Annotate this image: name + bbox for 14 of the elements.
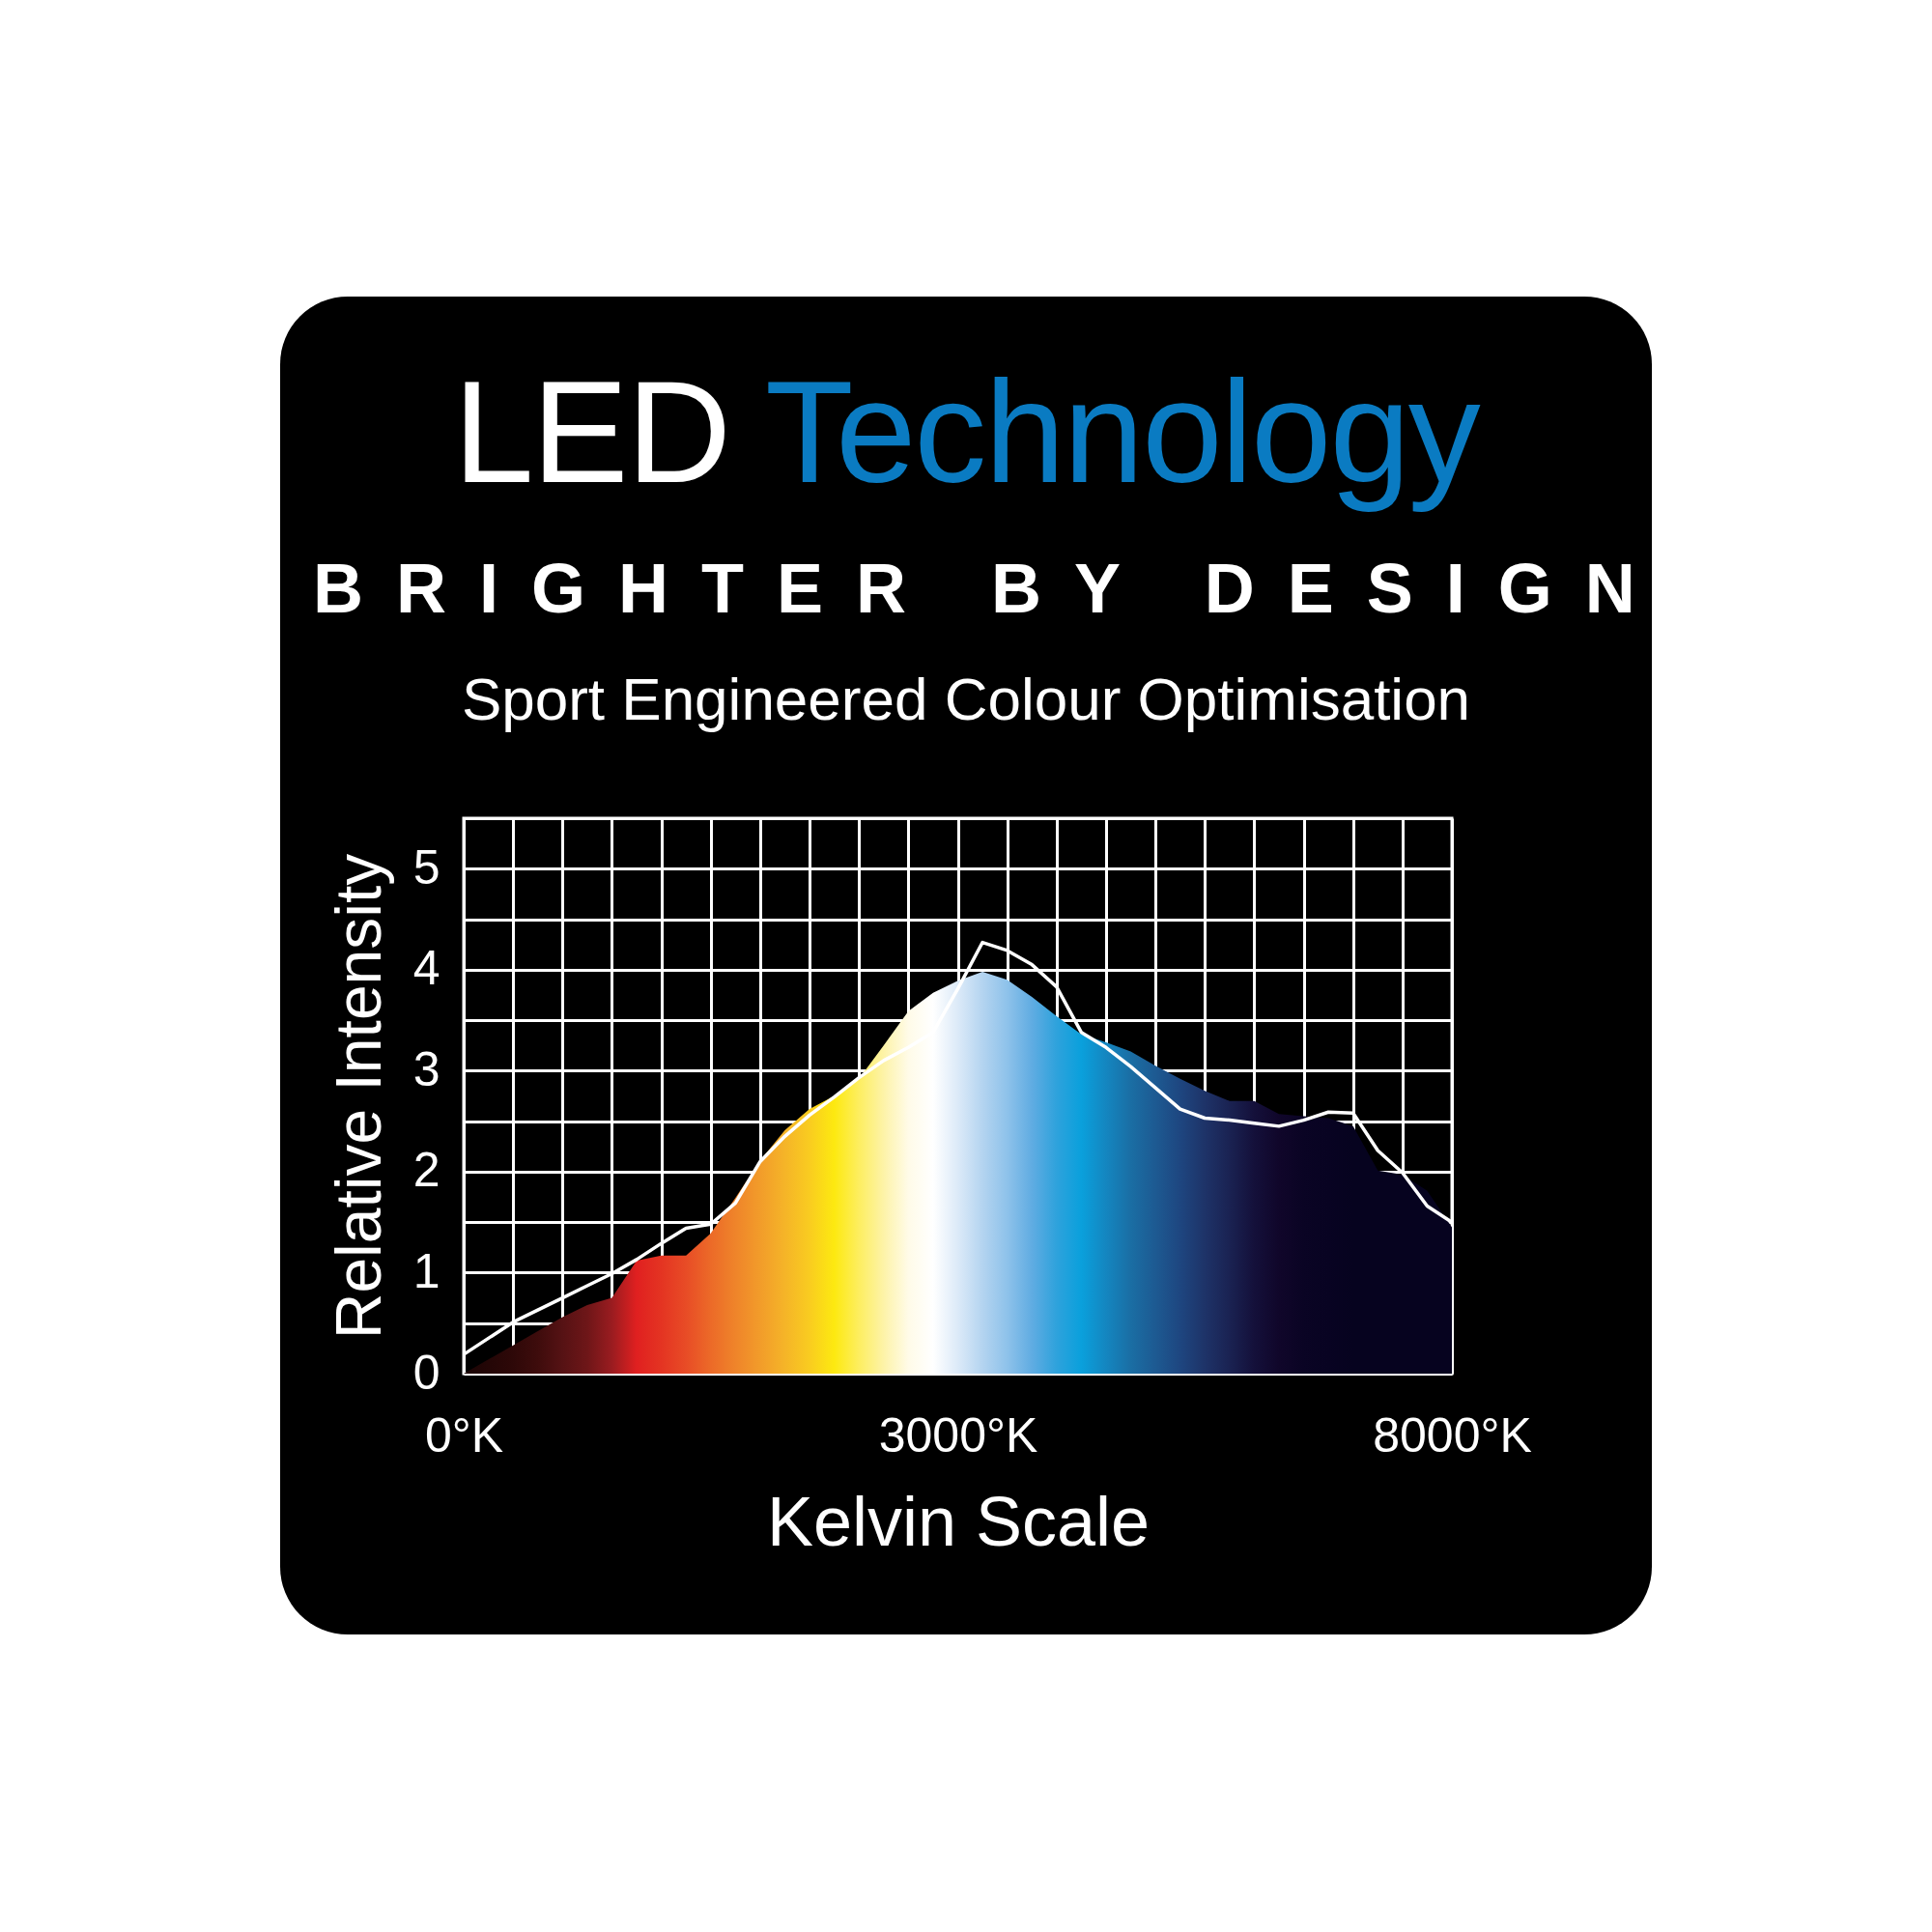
- x-tick-label: 8000°K: [1373, 1407, 1532, 1463]
- x-tick-label: 3000°K: [878, 1407, 1038, 1463]
- y-axis-title: Relative Intensity: [322, 853, 394, 1340]
- y-tick-label: 4: [412, 941, 440, 996]
- chart-subtitle: BRIGHTER BY DESIGN: [312, 549, 1668, 629]
- x-tick-label: 0°K: [424, 1407, 504, 1463]
- y-tick-label: 1: [412, 1243, 440, 1298]
- y-tick-label: 3: [412, 1041, 440, 1096]
- text: Sport Engineered Colour Optimisation: [460, 665, 1472, 734]
- y-tick-label: 5: [412, 839, 440, 895]
- chart-title: LED Technology: [453, 351, 1479, 513]
- y-tick-label: 2: [412, 1143, 440, 1198]
- x-axis-title: Kelvin Scale: [766, 1482, 1151, 1560]
- y-tick-label: 0: [412, 1345, 440, 1400]
